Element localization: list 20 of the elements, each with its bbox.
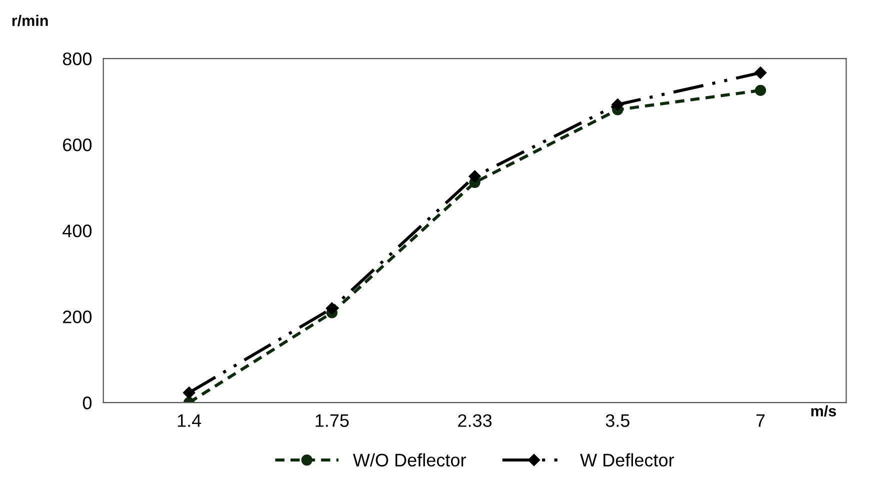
- x-tick-label: 7: [756, 414, 765, 427]
- point: [754, 84, 766, 96]
- y-tick-label: 400: [62, 224, 92, 238]
- x-tick-label: 1.75: [316, 414, 349, 427]
- x-tick-label: 2.33: [458, 414, 492, 427]
- y-tick-label: 200: [63, 310, 92, 324]
- y-tick-label: 0: [82, 396, 92, 410]
- point: [754, 66, 767, 79]
- point: [612, 98, 624, 111]
- x-axis-title: m/s: [811, 405, 836, 417]
- legend-label: W Deflector: [580, 453, 674, 467]
- point: [468, 170, 481, 182]
- x-tick-label: 1.4: [178, 414, 202, 427]
- legend-label: W/O Deflector: [352, 453, 466, 467]
- y-tick-label: 800: [62, 52, 92, 66]
- point: [326, 302, 338, 315]
- point: [182, 386, 196, 399]
- x-tick-label: 3.5: [606, 414, 630, 427]
- y-tick-label: 600: [63, 138, 92, 152]
- y-axis-title: r/min: [12, 14, 48, 26]
